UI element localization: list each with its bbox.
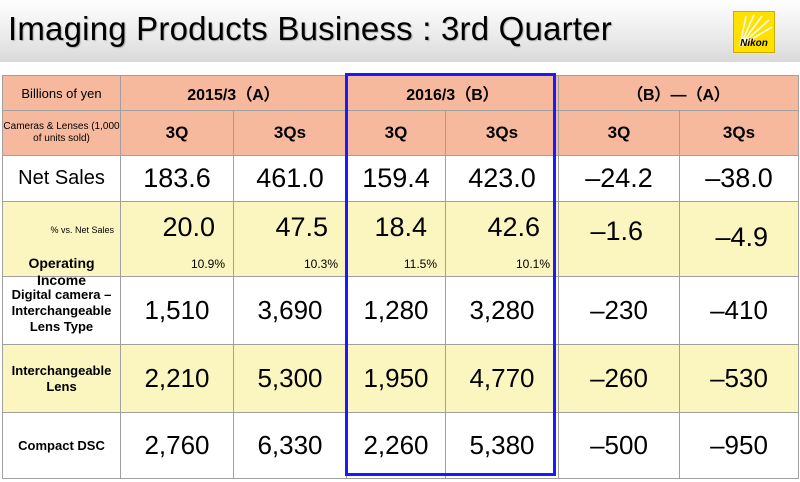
page-title: Imaging Products Business : 3rd Quarter: [8, 10, 612, 47]
subheader-diff-3q: 3Q: [558, 110, 680, 156]
logo-rays-icon: [739, 14, 773, 47]
nikon-logo: Nikon: [733, 11, 775, 53]
table-cell: 5,380: [445, 412, 559, 479]
cell-value: 18.4: [374, 212, 427, 242]
table-cell: –500: [558, 412, 680, 479]
table-cell: 461.0: [233, 155, 347, 202]
row-label: Interchangeable Lens: [2, 344, 121, 413]
cell-value: 20.0: [162, 212, 215, 242]
table-cell: 2,760: [120, 412, 234, 479]
table-cell: 3,690: [233, 276, 347, 345]
row-label: Operating Income: [28, 255, 95, 288]
row-label: Compact DSC: [2, 412, 121, 479]
table-cell: –410: [679, 276, 799, 345]
table-cell: 47.5 10.3%: [233, 201, 347, 277]
table-cell: 2,260: [346, 412, 446, 479]
table-cell: 1,280: [346, 276, 446, 345]
table-cell: 18.4 11.5%: [346, 201, 446, 277]
table-cell: –1.6: [558, 201, 680, 277]
table-row: Interchangeable Lens 2,210 5,300 1,950 4…: [2, 344, 799, 413]
table-cell: 4,770: [445, 344, 559, 413]
units-label: Billions of yen: [2, 75, 121, 111]
table-cell: 6,330: [233, 412, 347, 479]
header-2016: 2016/3（B）: [346, 75, 559, 111]
cell-value: –1.6: [590, 216, 643, 246]
cell-value: –4.9: [715, 222, 768, 252]
row-label: Net Sales: [2, 155, 121, 202]
table-cell: –4.9: [679, 201, 799, 277]
cell-percent: 10.1%: [515, 257, 550, 271]
results-table: Billions of yen 2015/3（A） 2016/3（B） （B）―…: [2, 75, 799, 479]
table-cell: 20.0 10.9%: [120, 201, 234, 277]
cell-percent: 10.9%: [190, 257, 225, 271]
table-cell: 1,510: [120, 276, 234, 345]
table-row: Digital camera – Interchangeable Lens Ty…: [2, 276, 799, 345]
subheader-b-3qs: 3Qs: [445, 110, 559, 156]
table-row: Operating Income % vs. Net Sales 20.0 10…: [2, 201, 799, 288]
table-row: Compact DSC 2,760 6,330 2,260 5,380 –500…: [2, 412, 799, 479]
row-note: % vs. Net Sales: [50, 225, 114, 235]
table-row: Net Sales 183.6 461.0 159.4 423.0 –24.2 …: [2, 155, 799, 202]
table-cell: 423.0: [445, 155, 559, 202]
row-label: Digital camera – Interchangeable Lens Ty…: [2, 276, 121, 345]
row-label-cell: Operating Income % vs. Net Sales: [2, 201, 121, 288]
table-cell: 3,280: [445, 276, 559, 345]
subheader-a-3q: 3Q: [120, 110, 234, 156]
table-cell: 183.6: [120, 155, 234, 202]
table-cell: 42.6 10.1%: [445, 201, 559, 277]
table-cell: 5,300: [233, 344, 347, 413]
table-cell: –260: [558, 344, 680, 413]
table-cell: –950: [679, 412, 799, 479]
table-cell: 1,950: [346, 344, 446, 413]
subheader-diff-3qs: 3Qs: [679, 110, 799, 156]
header-2015: 2015/3（A）: [120, 75, 347, 111]
table-cell: –530: [679, 344, 799, 413]
subheader-b-3q: 3Q: [346, 110, 446, 156]
table-cell: 2,210: [120, 344, 234, 413]
table-cell: 159.4: [346, 155, 446, 202]
logo-text: Nikon: [740, 38, 768, 49]
units-sub-label: Cameras & Lenses (1,000 of units sold): [2, 110, 121, 156]
cell-percent: 11.5%: [403, 257, 437, 271]
title-bar: Imaging Products Business : 3rd Quarter …: [0, 0, 800, 62]
table-cell: –230: [558, 276, 680, 345]
subheader-a-3qs: 3Qs: [233, 110, 347, 156]
cell-value: 47.5: [275, 212, 328, 242]
header-diff: （B）―（A）: [558, 75, 799, 111]
table-cell: –24.2: [558, 155, 680, 202]
cell-value: 42.6: [487, 212, 540, 242]
cell-percent: 10.3%: [303, 257, 338, 271]
table-cell: –38.0: [679, 155, 799, 202]
